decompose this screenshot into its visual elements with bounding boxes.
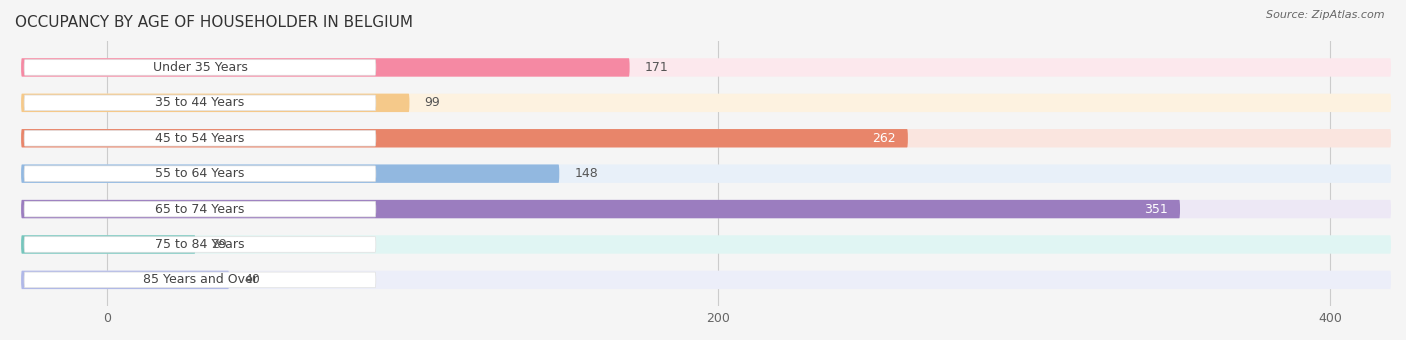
FancyBboxPatch shape [21,200,1180,218]
FancyBboxPatch shape [21,200,1391,218]
Text: Under 35 Years: Under 35 Years [153,61,247,74]
FancyBboxPatch shape [21,235,1391,254]
Text: 85 Years and Over: 85 Years and Over [142,273,257,286]
Text: 148: 148 [575,167,599,180]
Text: 65 to 74 Years: 65 to 74 Years [155,203,245,216]
FancyBboxPatch shape [21,165,1391,183]
FancyBboxPatch shape [21,94,1391,112]
FancyBboxPatch shape [24,272,375,288]
FancyBboxPatch shape [24,166,375,182]
Text: 45 to 54 Years: 45 to 54 Years [155,132,245,145]
Text: 351: 351 [1144,203,1168,216]
FancyBboxPatch shape [21,129,1391,148]
FancyBboxPatch shape [24,237,375,252]
Text: Source: ZipAtlas.com: Source: ZipAtlas.com [1267,10,1385,20]
FancyBboxPatch shape [21,235,195,254]
Text: 40: 40 [245,273,260,286]
FancyBboxPatch shape [24,95,375,110]
FancyBboxPatch shape [21,94,409,112]
Text: 55 to 64 Years: 55 to 64 Years [155,167,245,180]
Text: 29: 29 [211,238,226,251]
Text: 35 to 44 Years: 35 to 44 Years [156,96,245,109]
FancyBboxPatch shape [21,271,1391,289]
FancyBboxPatch shape [24,201,375,217]
FancyBboxPatch shape [24,131,375,146]
Text: 99: 99 [425,96,440,109]
Text: OCCUPANCY BY AGE OF HOUSEHOLDER IN BELGIUM: OCCUPANCY BY AGE OF HOUSEHOLDER IN BELGI… [15,15,413,30]
Text: 171: 171 [645,61,669,74]
FancyBboxPatch shape [21,271,229,289]
FancyBboxPatch shape [21,129,908,148]
FancyBboxPatch shape [21,58,630,76]
FancyBboxPatch shape [21,58,1391,76]
FancyBboxPatch shape [21,165,560,183]
Text: 262: 262 [872,132,896,145]
FancyBboxPatch shape [24,59,375,75]
Text: 75 to 84 Years: 75 to 84 Years [155,238,245,251]
